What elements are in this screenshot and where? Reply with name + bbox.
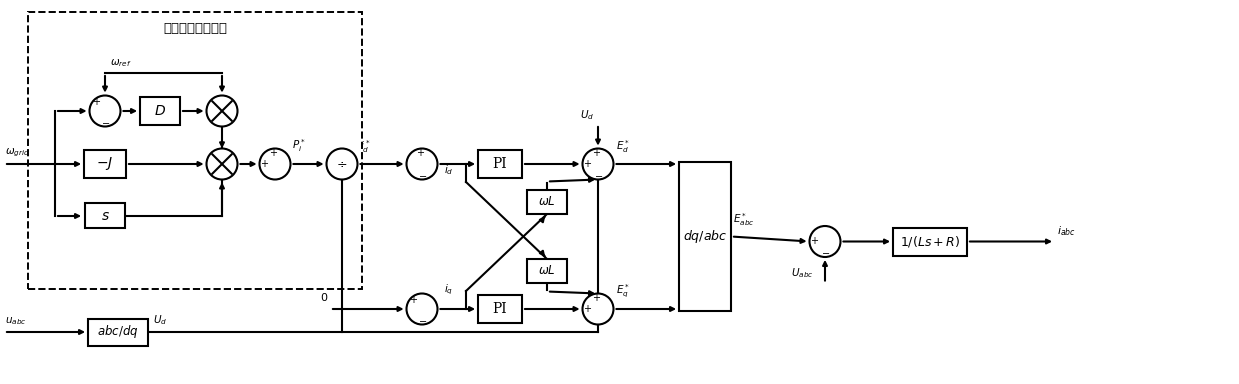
Circle shape	[259, 149, 290, 179]
Text: $D$: $D$	[154, 104, 166, 118]
Text: $i_d^*$: $i_d^*$	[361, 138, 370, 155]
Bar	[478, 150, 522, 178]
Text: $U_d$: $U_d$	[152, 313, 167, 327]
Text: $i_d$: $i_d$	[444, 163, 453, 177]
Text: +: +	[592, 293, 601, 303]
Text: $U_{abc}$: $U_{abc}$	[790, 266, 814, 280]
Bar	[84, 150, 126, 178]
Text: +: +	[582, 159, 591, 169]
Bar	[140, 97, 180, 125]
Bar	[893, 227, 966, 255]
Circle shape	[327, 149, 358, 179]
Text: $abc/dq$: $abc/dq$	[97, 323, 139, 341]
Text: $dq/abc$: $dq/abc$	[683, 228, 727, 245]
Bar	[478, 295, 522, 323]
Bar	[28, 12, 362, 289]
Text: $\omega L$: $\omega L$	[538, 265, 556, 278]
Text: $1/(Ls+R)$: $1/(Ls+R)$	[900, 234, 960, 249]
Text: +: +	[93, 98, 100, 108]
Text: +: +	[582, 304, 591, 314]
Text: $-$: $-$	[595, 170, 603, 180]
Bar	[679, 162, 731, 311]
Text: +: +	[409, 295, 418, 306]
Circle shape	[809, 226, 840, 257]
Text: $u_{abc}$: $u_{abc}$	[5, 315, 26, 327]
Text: +: +	[260, 159, 268, 169]
Text: $i_{abc}$: $i_{abc}$	[1057, 224, 1075, 237]
Text: $-$: $-$	[821, 247, 830, 257]
Text: $\omega_{ref}$: $\omega_{ref}$	[110, 57, 131, 69]
Bar	[527, 259, 567, 283]
Circle shape	[207, 149, 238, 179]
Text: 惯性功率控制环节: 惯性功率控制环节	[164, 23, 227, 35]
Text: $\div$: $\div$	[336, 157, 348, 170]
Text: PI: PI	[493, 157, 507, 171]
Text: $\omega L$: $\omega L$	[538, 195, 556, 209]
Text: $-$: $-$	[102, 116, 110, 127]
Text: $0$: $0$	[320, 291, 328, 303]
Text: $-$: $-$	[419, 314, 427, 324]
Circle shape	[582, 293, 613, 324]
Text: $-$: $-$	[419, 170, 427, 180]
Bar	[85, 204, 125, 228]
Text: $U_d$: $U_d$	[580, 108, 595, 122]
Text: $\omega_{grid}$: $\omega_{grid}$	[5, 147, 30, 159]
Text: $P_i^*$: $P_i^*$	[292, 137, 306, 154]
Text: +: +	[416, 148, 425, 158]
Bar	[527, 190, 567, 214]
Text: +: +	[269, 148, 278, 158]
Text: $E_{abc}^*$: $E_{abc}^*$	[733, 212, 755, 228]
Circle shape	[89, 96, 120, 126]
Text: PI: PI	[493, 302, 507, 316]
Text: +: +	[592, 148, 601, 158]
Text: $i_q$: $i_q$	[444, 283, 453, 297]
Text: $s$: $s$	[100, 209, 109, 223]
Bar	[88, 318, 147, 346]
Circle shape	[406, 149, 437, 179]
Text: $E_q^*$: $E_q^*$	[616, 283, 629, 300]
Text: $-J$: $-J$	[97, 156, 114, 172]
Circle shape	[406, 293, 437, 324]
Text: $E_d^*$: $E_d^*$	[616, 138, 629, 155]
Circle shape	[582, 149, 613, 179]
Text: +: +	[810, 237, 818, 247]
Circle shape	[207, 96, 238, 126]
